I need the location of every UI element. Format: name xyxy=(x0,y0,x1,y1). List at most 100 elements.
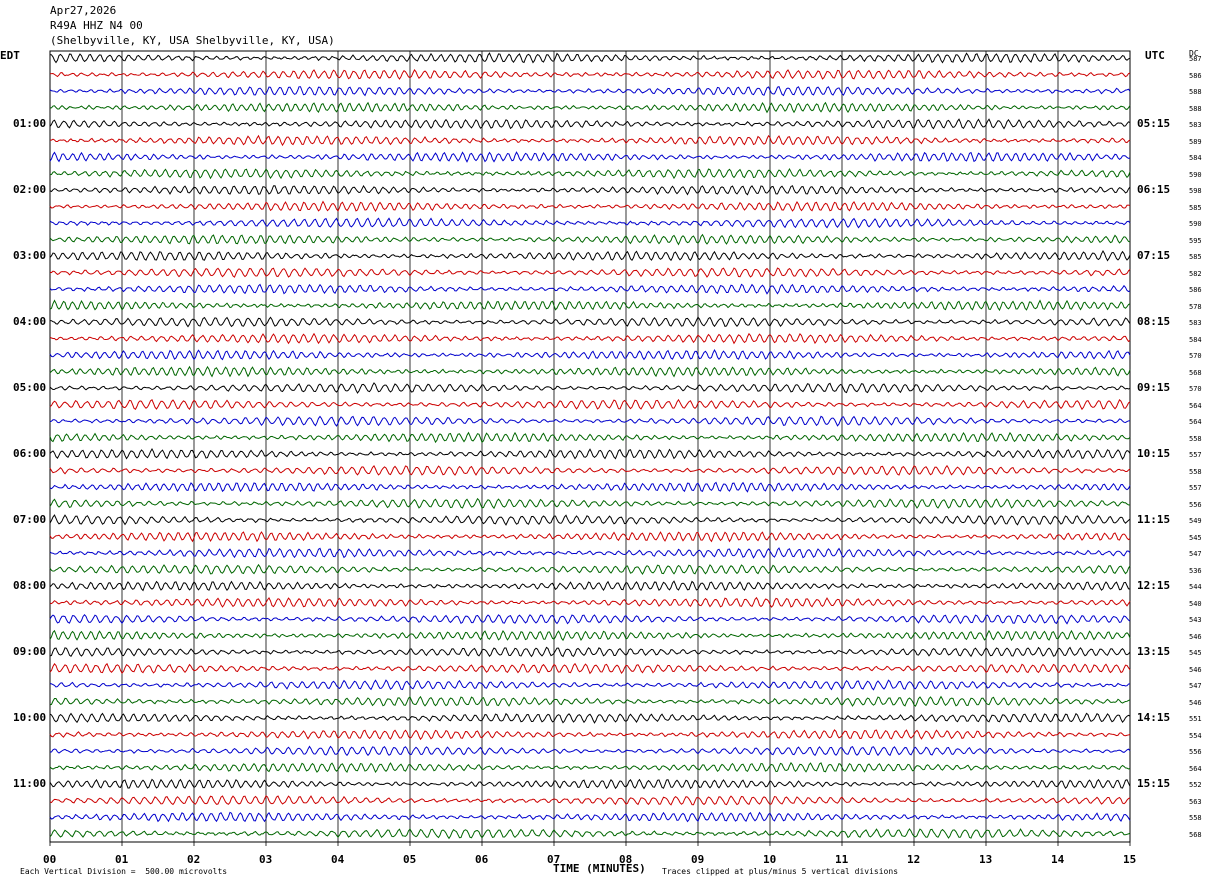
x-tick-label: 10 xyxy=(763,853,777,866)
dc-offset-label: 586 xyxy=(1189,286,1202,294)
dc-offset-label: 546 xyxy=(1189,698,1202,707)
trace-6 xyxy=(49,134,1131,147)
trace-48 xyxy=(49,828,1131,840)
header-station: R49A HHZ N4 00 xyxy=(50,19,143,32)
trace-41 xyxy=(49,712,1131,724)
dc-offset-label: 543 xyxy=(1189,616,1202,624)
trace-47 xyxy=(49,811,1131,823)
dc-offset-label: 568 xyxy=(1189,368,1202,377)
right-time-label: 11:15 xyxy=(1137,513,1171,526)
trace-5 xyxy=(49,118,1131,130)
trace-26 xyxy=(49,464,1131,476)
dc-offset-label: 586 xyxy=(1189,71,1202,80)
x-tick-label: 07 xyxy=(547,853,561,866)
trace-2 xyxy=(49,69,1131,80)
trace-18 xyxy=(49,332,1131,345)
trace-7 xyxy=(49,151,1131,163)
dc-offset-label: 558 xyxy=(1189,467,1202,476)
scale-note: Each Vertical Division = 500.00 microvol… xyxy=(20,867,228,876)
x-tick-label: 09 xyxy=(691,853,705,866)
left-time-label: 10:00 xyxy=(13,711,47,724)
x-tick-label: 08 xyxy=(619,853,633,866)
dc-offset-label: 564 xyxy=(1189,418,1202,426)
trace-4 xyxy=(49,101,1131,114)
right-time-label: 10:15 xyxy=(1137,447,1171,460)
dc-offset-label: 588 xyxy=(1189,88,1202,96)
trace-29 xyxy=(49,514,1131,526)
trace-27 xyxy=(49,481,1131,493)
trace-44 xyxy=(49,761,1131,773)
x-tick-label: 14 xyxy=(1051,853,1065,866)
trace-8 xyxy=(49,168,1131,180)
left-time-label: 11:00 xyxy=(13,777,47,790)
trace-43 xyxy=(49,745,1131,757)
trace-3 xyxy=(49,85,1131,97)
dc-offset-label: 568 xyxy=(1189,830,1202,839)
right-time-label: 15:15 xyxy=(1137,777,1171,790)
trace-14 xyxy=(49,267,1131,278)
right-time-label: 06:15 xyxy=(1137,183,1171,196)
trace-16 xyxy=(49,299,1131,312)
x-tick-label: 01 xyxy=(115,853,129,866)
x-tick-label: 00 xyxy=(43,853,57,866)
trace-24 xyxy=(49,431,1131,444)
dc-offset-label: 587 xyxy=(1189,55,1202,63)
x-tick-label: 03 xyxy=(259,853,273,866)
dc-offset-label: 557 xyxy=(1189,484,1202,492)
left-time-label: 09:00 xyxy=(13,645,47,658)
dc-offset-label: 545 xyxy=(1189,533,1202,542)
dc-offset-label: 570 xyxy=(1189,385,1202,393)
left-time-label: 06:00 xyxy=(13,447,47,460)
trace-28 xyxy=(49,497,1131,510)
right-time-label: 12:15 xyxy=(1137,579,1171,592)
dc-offset-label: 570 xyxy=(1189,352,1202,360)
dc-offset-label: 536 xyxy=(1189,566,1202,575)
trace-36 xyxy=(49,629,1131,642)
left-time-label: 04:00 xyxy=(13,315,47,328)
dc-offset-label: 590 xyxy=(1189,170,1202,179)
trace-35 xyxy=(49,613,1131,625)
dc-offset-label: 558 xyxy=(1189,434,1202,443)
dc-offset-label: 598 xyxy=(1189,187,1202,195)
x-tick-label: 11 xyxy=(835,853,849,866)
trace-17 xyxy=(49,316,1131,328)
dc-offset-label: 546 xyxy=(1189,665,1202,674)
trace-15 xyxy=(49,283,1131,295)
trace-10 xyxy=(49,200,1131,213)
dc-offset-label: 556 xyxy=(1189,500,1202,509)
x-tick-label: 02 xyxy=(187,853,201,866)
dc-label: DC xyxy=(1189,49,1199,58)
x-tick-label: 05 xyxy=(403,853,417,866)
dc-offset-label: 549 xyxy=(1189,517,1202,525)
dc-offset-label: 540 xyxy=(1189,599,1202,608)
left-time-label: 02:00 xyxy=(13,183,47,196)
clip-note: Traces clipped at plus/minus 5 vertical … xyxy=(662,867,899,876)
x-tick-label: 04 xyxy=(331,853,345,866)
x-axis-title: TIME (MINUTES) xyxy=(553,862,646,875)
dc-offset-label: 584 xyxy=(1189,335,1202,344)
right-time-label: 09:15 xyxy=(1137,381,1171,394)
dc-offset-label: 544 xyxy=(1189,583,1202,591)
trace-46 xyxy=(49,795,1131,806)
dc-offset-label: 583 xyxy=(1189,319,1202,327)
dc-offset-label: 558 xyxy=(1189,814,1202,822)
trace-34 xyxy=(49,596,1131,608)
dc-offset-label: 595 xyxy=(1189,236,1202,245)
trace-25 xyxy=(49,448,1131,460)
trace-33 xyxy=(49,580,1131,592)
header-location: (Shelbyville, KY, USA Shelbyville, KY, U… xyxy=(50,34,335,47)
right-time-label: 13:15 xyxy=(1137,645,1171,658)
x-tick-label: 06 xyxy=(475,853,489,866)
trace-38 xyxy=(49,662,1131,675)
left-time-label: 08:00 xyxy=(13,579,47,592)
x-tick-label: 12 xyxy=(907,853,921,866)
x-tick-label: 15 xyxy=(1123,853,1137,866)
dc-offset-label: 588 xyxy=(1189,104,1202,113)
dc-offset-label: 585 xyxy=(1189,203,1202,212)
dc-offset-label: 556 xyxy=(1189,748,1202,756)
dc-offset-label: 547 xyxy=(1189,550,1202,558)
trace-42 xyxy=(49,729,1131,741)
dc-offset-label: 584 xyxy=(1189,154,1202,162)
dc-offset-label: 546 xyxy=(1189,632,1202,641)
trace-45 xyxy=(49,778,1131,790)
